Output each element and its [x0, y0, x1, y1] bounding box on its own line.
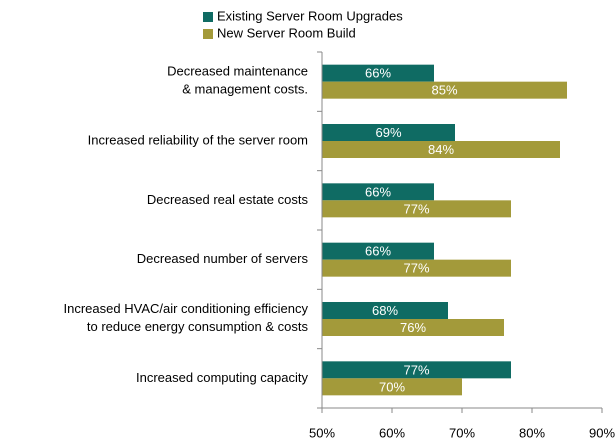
x-tick-label: 70% — [449, 425, 475, 440]
bar-value-label: 85% — [431, 83, 457, 98]
bar-value-label: 77% — [403, 201, 429, 216]
bar-value-label: 68% — [372, 303, 398, 318]
bar-value-label: 77% — [403, 362, 429, 377]
bar — [322, 81, 567, 99]
bar — [322, 64, 434, 82]
bar-value-label: 84% — [428, 142, 454, 157]
bar-value-label: 66% — [365, 184, 391, 199]
bar-value-label: 66% — [365, 244, 391, 259]
category-label: Increased computing capacity — [136, 370, 308, 385]
bar-value-label: 69% — [375, 125, 401, 140]
x-tick-label: 80% — [519, 425, 545, 440]
bar — [322, 183, 434, 201]
bar — [322, 200, 511, 218]
legend-swatch — [203, 29, 213, 39]
bar-value-label: 76% — [400, 320, 426, 335]
legend-label: New Server Room Build — [217, 25, 356, 40]
bar — [322, 242, 434, 260]
category-label: Decreased number of servers — [137, 251, 309, 266]
bar — [322, 141, 560, 158]
bar — [322, 259, 511, 277]
bar-value-label: 77% — [403, 261, 429, 276]
bar — [322, 378, 462, 396]
x-tick-label: 50% — [309, 425, 335, 440]
legend-label: Existing Server Room Upgrades — [217, 8, 403, 23]
x-tick-label: 90% — [589, 425, 615, 440]
legend-swatch — [203, 12, 213, 22]
bar — [322, 361, 511, 379]
bar — [322, 302, 448, 319]
category-label: Decreased maintenance & management costs. — [167, 64, 308, 97]
category-label: Decreased real estate costs — [147, 192, 309, 207]
x-tick-label: 60% — [379, 425, 405, 440]
bar-value-label: 70% — [379, 379, 405, 394]
bar-value-label: 66% — [365, 66, 391, 81]
category-label: Increased HVAC/air conditioning efficien… — [64, 301, 309, 334]
bar — [322, 319, 504, 336]
bar — [322, 124, 455, 141]
category-label: Increased reliability of the server room — [88, 132, 308, 147]
